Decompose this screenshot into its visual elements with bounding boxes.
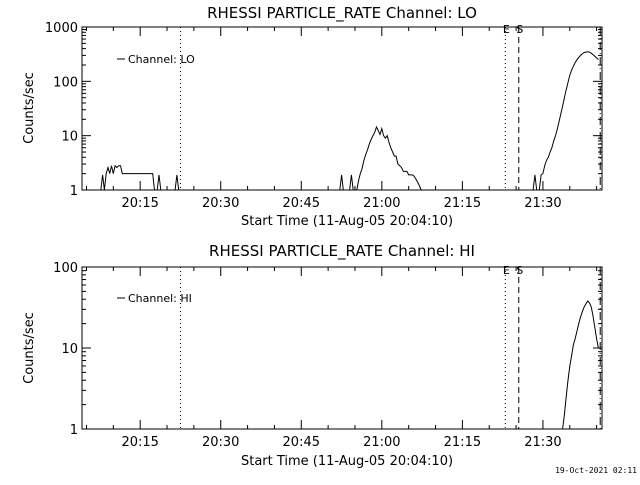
y-tick-label: 10 [61, 130, 78, 145]
series-line-segment [100, 164, 155, 191]
y-tick-label: 1000 [45, 21, 78, 36]
chart-title: RHESSI PARTICLE_RATE Channel: LO [207, 4, 477, 23]
x-tick-label: 21:15 [444, 435, 481, 450]
y-tick-label: 100 [53, 75, 78, 90]
x-tick-label: 20:45 [283, 435, 320, 450]
chart-panel: RHESSI PARTICLE_RATE Channel: HI Start Ti… [22, 242, 603, 469]
series-line-segment [174, 174, 180, 191]
series-line-segment [562, 300, 599, 430]
series-line-segment [156, 174, 162, 191]
chart-title: RHESSI PARTICLE_RATE Channel: HI [209, 242, 475, 261]
series-line-segment [538, 51, 599, 191]
x-tick-label: 20:30 [202, 196, 239, 211]
x-tick-label: 21:30 [524, 435, 561, 450]
y-axis-label: Counts/sec [22, 312, 37, 384]
x-tick-label: 21:15 [444, 196, 481, 211]
chart-panel: RHESSI PARTICLE_RATE Channel: LO Start Ti… [22, 4, 603, 229]
x-tick-label: 21:00 [363, 196, 400, 211]
event-marker-label: S [516, 264, 523, 277]
x-axis-label: Start Time (11-Aug-05 20:04:10) [241, 214, 453, 229]
series-line-segment [532, 174, 538, 191]
x-tick-label: 20:30 [202, 435, 239, 450]
event-marker-label: E [503, 264, 510, 277]
y-tick-label: 1 [70, 423, 78, 438]
x-tick-label: 20:15 [121, 196, 158, 211]
plot-frame [81, 26, 603, 191]
x-axis-label: Start Time (11-Aug-05 20:04:10) [241, 454, 453, 469]
y-tick-label: 100 [53, 261, 78, 276]
x-tick-label: 21:00 [363, 435, 400, 450]
series-line-segment [339, 174, 344, 191]
legend-label: Channel: HI [128, 292, 192, 305]
x-tick-label: 20:45 [283, 196, 320, 211]
series-line-segment [356, 125, 422, 191]
series-line-segment [349, 174, 354, 191]
event-marker-label: E [503, 23, 510, 36]
x-tick-label: 21:30 [524, 196, 561, 211]
event-marker-label: S [516, 23, 523, 36]
y-tick-label: 1 [70, 184, 78, 199]
y-tick-label: 10 [61, 342, 78, 357]
legend-label: Channel: LO [128, 53, 195, 66]
generation-timestamp: 19-Oct-2021 02:11 [555, 466, 637, 475]
x-tick-label: 20:15 [121, 435, 158, 450]
y-axis-label: Counts/sec [22, 72, 37, 144]
